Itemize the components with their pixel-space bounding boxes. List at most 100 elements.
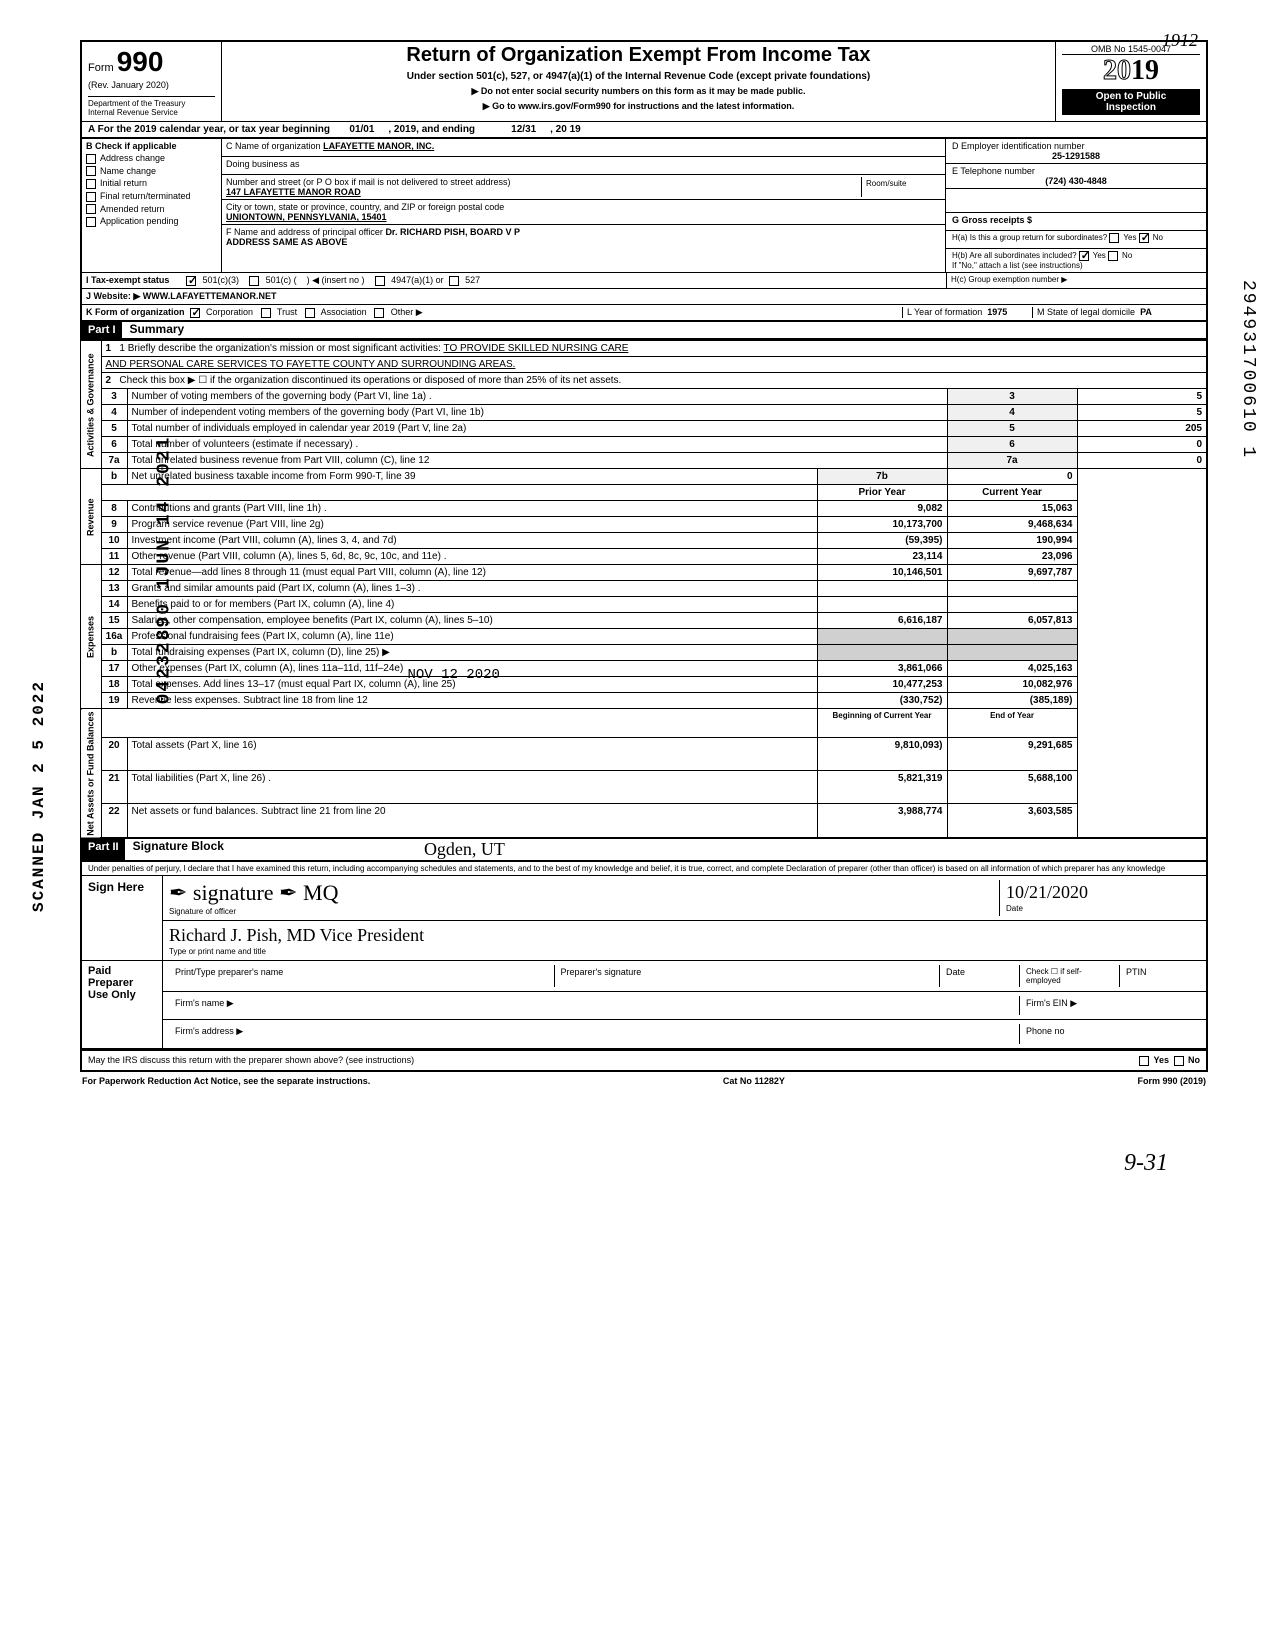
summary-row: 19Revenue less expenses. Subtract line 1… xyxy=(81,693,1207,709)
gross-receipts-label: G Gross receipts $ xyxy=(952,215,1032,225)
ogden-stamp: Ogden, UT xyxy=(424,839,505,860)
form-number: 990 xyxy=(117,46,164,77)
discuss-row: May the IRS discuss this return with the… xyxy=(80,1050,1208,1072)
discuss-yes[interactable] xyxy=(1139,1056,1149,1066)
col-b-checkboxes: B Check if applicable Address change Nam… xyxy=(82,139,222,272)
summary-row: 15Salaries, other compensation, employee… xyxy=(81,613,1207,629)
side-label-gov: Activities & Governance xyxy=(81,341,101,469)
summary-row: 20Total assets (Part X, line 16)9,810,09… xyxy=(81,738,1207,771)
check-ha-yes[interactable] xyxy=(1109,233,1119,243)
hc-group-exemption: H(c) Group exemption number ▶ xyxy=(946,273,1206,288)
page-number-bottom: 9-31 xyxy=(80,1150,1208,1177)
firm-ein-label: Firm's EIN ▶ xyxy=(1020,996,1200,1015)
check-4947[interactable] xyxy=(375,276,385,286)
summary-row: 17Other expenses (Part IX, column (A), l… xyxy=(81,661,1207,677)
summary-row: 4Number of independent voting members of… xyxy=(81,405,1207,421)
summary-row: 3Number of voting members of the governi… xyxy=(81,389,1207,405)
summary-row: 18 Total expenses. Add lines 13–17 (must… xyxy=(81,677,1207,693)
form-rev: (Rev. January 2020) xyxy=(88,80,215,90)
summary-row: 21Total liabilities (Part X, line 26) .5… xyxy=(81,771,1207,804)
summary-row: 16aProfessional fundraising fees (Part I… xyxy=(81,629,1207,645)
form-label: Form xyxy=(88,62,114,74)
col-right-info: D Employer identification number25-12915… xyxy=(946,139,1206,272)
side-label-rev: Revenue xyxy=(81,469,101,565)
city-state-zip: UNIONTOWN, PENNSYLVANIA, 15401 xyxy=(226,212,387,222)
sign-here-label: Sign Here xyxy=(82,876,162,960)
street-address: 147 LAFAYETTE MANOR ROAD xyxy=(226,187,361,197)
line-2: 2 Check this box ▶ ☐ if the organization… xyxy=(101,373,1207,389)
summary-row: 11Other revenue (Part VIII, column (A), … xyxy=(81,549,1207,565)
form-title: Return of Organization Exempt From Incom… xyxy=(230,44,1047,67)
check-501c[interactable] xyxy=(249,276,259,286)
officer-name-title: Richard J. Pish, MD Vice President xyxy=(169,925,424,945)
summary-table: Activities & Governance 1 1 Briefly desc… xyxy=(80,340,1208,839)
summary-row: 9Program service revenue (Part VIII, lin… xyxy=(81,517,1207,533)
check-initial-return[interactable]: Initial return xyxy=(86,178,217,189)
open-public: Open to Public Inspection xyxy=(1062,89,1200,115)
summary-row: 14Benefits paid to or for members (Part … xyxy=(81,597,1207,613)
row-j-k: J Website: ▶ WWW.LAFAYETTEMANOR.NET K Fo… xyxy=(80,288,1208,322)
dept-treasury: Department of the Treasury Internal Reve… xyxy=(88,96,215,117)
row-i-tax-status: I Tax-exempt status 501(c)(3) 501(c) ( )… xyxy=(80,272,1208,288)
mission-line2: AND PERSONAL CARE SERVICES TO FAYETTE CO… xyxy=(101,357,1207,373)
check-name-change[interactable]: Name change xyxy=(86,166,217,177)
summary-row: 8Contributions and grants (Part VIII, li… xyxy=(81,501,1207,517)
summary-row: 6Total number of volunteers (estimate if… xyxy=(81,437,1207,453)
sig-declaration: Under penalties of perjury, I declare th… xyxy=(82,862,1206,876)
phone: (724) 430-4848 xyxy=(952,176,1200,186)
form-title-box: Return of Organization Exempt From Incom… xyxy=(222,42,1056,121)
check-amended[interactable]: Amended return xyxy=(86,204,217,215)
line-a: A For the 2019 calendar year, or tax yea… xyxy=(80,121,1208,139)
summary-row: bTotal fundraising expenses (Part IX, co… xyxy=(81,645,1207,661)
phone-no-label: Phone no xyxy=(1020,1024,1200,1044)
website: WWW.LAFAYETTEMANOR.NET xyxy=(143,291,277,301)
form-sub2a: ▶ Do not enter social security numbers o… xyxy=(230,86,1047,97)
summary-row: 7aTotal unrelated business revenue from … xyxy=(81,453,1207,469)
tax-year-begin: 01/01 xyxy=(349,124,374,135)
firm-name-label: Firm's name ▶ xyxy=(169,996,1020,1015)
check-ha-no[interactable] xyxy=(1139,233,1149,243)
section-b-c: B Check if applicable Address change Nam… xyxy=(80,139,1208,272)
sig-date: 10/21/2020 xyxy=(1006,882,1088,902)
tax-year: 2019 xyxy=(1062,55,1200,87)
preparer-name-label: Print/Type preparer's name xyxy=(169,965,555,987)
check-501c3[interactable] xyxy=(186,276,196,286)
check-trust[interactable] xyxy=(261,308,271,318)
check-hb-yes[interactable] xyxy=(1079,251,1089,261)
org-name: LAFAYETTE MANOR, INC. xyxy=(323,141,434,151)
side-label-net: Net Assets or Fund Balances xyxy=(81,709,101,839)
signature-section: Under penalties of perjury, I declare th… xyxy=(80,862,1208,1050)
summary-row: 10Investment income (Part VIII, column (… xyxy=(81,533,1207,549)
dln-stamp-right: 294931700610 1 xyxy=(1238,280,1258,459)
firm-address-label: Firm's address ▶ xyxy=(169,1024,1020,1044)
received-stamp: NOV 12 2020 xyxy=(408,667,500,683)
mission-line1: 1 1 Briefly describe the organization's … xyxy=(101,341,1207,357)
check-app-pending[interactable]: Application pending xyxy=(86,216,217,227)
paid-preparer-label: Paid Preparer Use Only xyxy=(82,961,162,1048)
room-suite: Room/suite xyxy=(861,177,941,197)
tax-year-end: 12/31 xyxy=(511,124,536,135)
check-address-change[interactable]: Address change xyxy=(86,153,217,164)
col-c-org-info: C Name of organization LAFAYETTE MANOR, … xyxy=(222,139,946,272)
check-hb-no[interactable] xyxy=(1108,251,1118,261)
dba-label: Doing business as xyxy=(226,159,300,169)
check-other[interactable] xyxy=(374,308,384,318)
discuss-no[interactable] xyxy=(1174,1056,1184,1066)
self-employed-check[interactable]: Check ☐ if self-employed xyxy=(1020,965,1120,987)
officer-signature: ✒ signature ✒ MQ xyxy=(169,880,338,905)
summary-row: 22Net assets or fund balances. Subtract … xyxy=(81,804,1207,838)
part-2-header: Part II Signature Block Ogden, UT xyxy=(80,839,1208,862)
side-label-exp: Expenses xyxy=(81,565,101,709)
form-number-footer: Form 990 (2019) xyxy=(1137,1076,1206,1086)
ein: 25-1291588 xyxy=(952,151,1200,161)
form-id-box: Form 990 (Rev. January 2020) Department … xyxy=(82,42,222,121)
summary-row: 13Grants and similar amounts paid (Part … xyxy=(81,581,1207,597)
check-assoc[interactable] xyxy=(305,308,315,318)
check-final-return[interactable]: Final return/terminated xyxy=(86,191,217,202)
paperwork-notice: For Paperwork Reduction Act Notice, see … xyxy=(82,1076,370,1086)
footer: For Paperwork Reduction Act Notice, see … xyxy=(80,1072,1208,1090)
check-527[interactable] xyxy=(449,276,459,286)
check-corp[interactable] xyxy=(190,308,200,318)
form-header: Form 990 (Rev. January 2020) Department … xyxy=(80,40,1208,121)
state-domicile: PA xyxy=(1140,307,1152,317)
